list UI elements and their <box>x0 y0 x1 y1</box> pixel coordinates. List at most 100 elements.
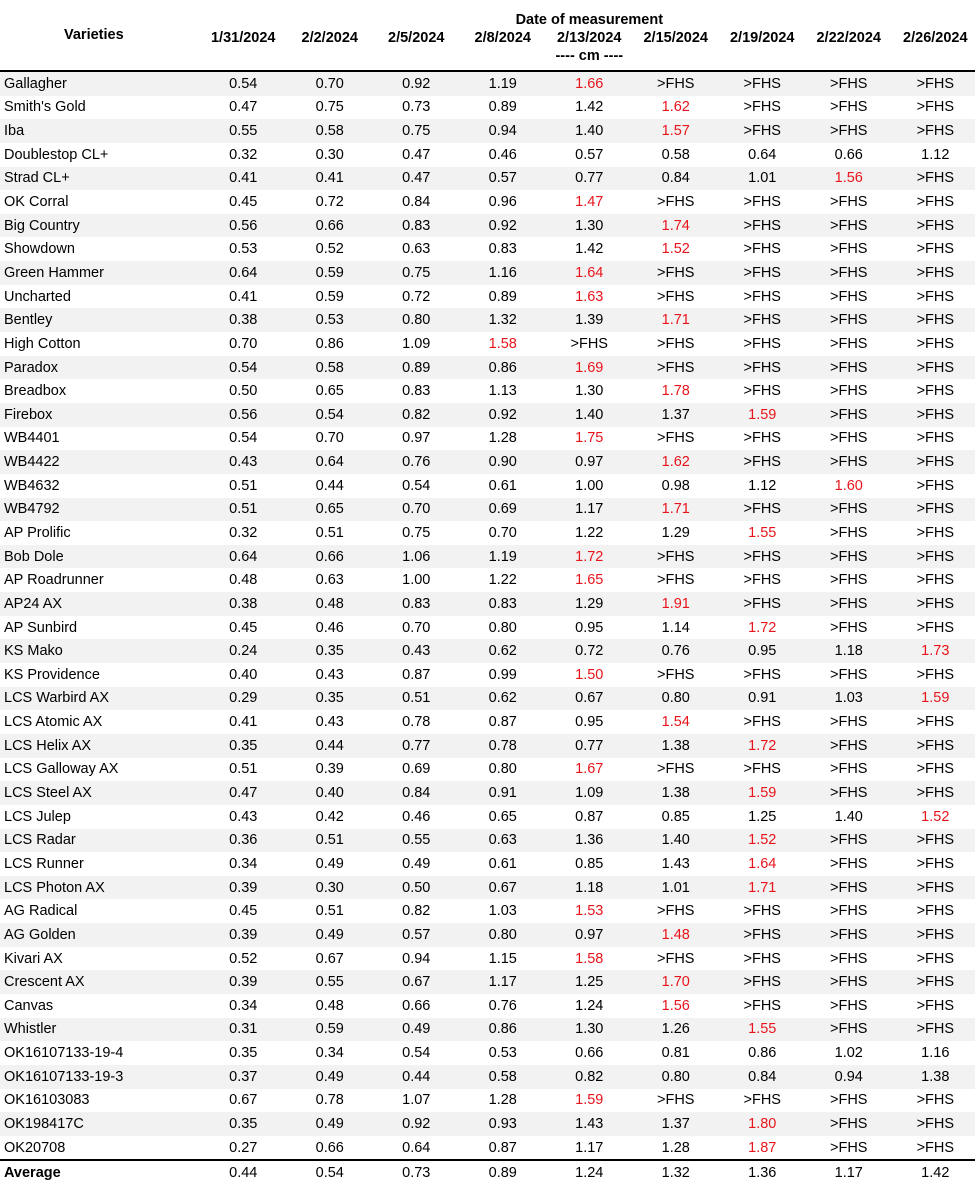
measurement-cell: 1.22 <box>546 521 633 545</box>
measurement-cell: 0.92 <box>373 71 460 96</box>
measurement-cell: >FHS <box>892 1112 975 1136</box>
measurement-cell: >FHS <box>892 119 975 143</box>
measurement-cell: >FHS <box>805 757 892 782</box>
measurement-cell: 1.71 <box>719 875 806 900</box>
measurement-cell: 0.66 <box>286 1135 373 1161</box>
measurement-cell: 0.70 <box>373 497 460 522</box>
measurement-cell: 0.70 <box>286 71 373 96</box>
measurement-cell: >FHS <box>719 568 806 593</box>
measurement-cell: >FHS <box>719 970 806 994</box>
measurement-cell: 0.65 <box>286 497 373 522</box>
measurement-cell: 0.63 <box>459 828 546 853</box>
variety-name: OK198417C <box>0 1112 200 1136</box>
measurement-cell: 0.92 <box>459 213 546 238</box>
measurement-cell: 1.65 <box>546 568 633 593</box>
variety-name: LCS Radar <box>0 828 200 853</box>
measurement-cell: 0.89 <box>373 355 460 380</box>
measurement-cell: 1.18 <box>805 639 892 664</box>
measurement-cell: 0.70 <box>373 615 460 640</box>
table-row: LCS Galloway AX 0.51 0.39 0.69 0.80 1.67 >FHS >… <box>0 757 975 782</box>
measurement-cell: 0.57 <box>373 923 460 947</box>
measurement-cell: >FHS <box>892 284 975 309</box>
measurement-cell: >FHS <box>719 71 806 96</box>
measurement-cell: 0.64 <box>200 544 287 569</box>
measurement-cell: 1.29 <box>546 592 633 616</box>
measurement-cell: 0.83 <box>459 237 546 262</box>
average-cell: 1.36 <box>719 1159 806 1186</box>
measurement-cell: 1.01 <box>719 166 806 191</box>
measurement-cell: 0.48 <box>286 592 373 616</box>
table-row: Strad CL+ 0.41 0.41 0.47 0.57 0.77 0.84 1.01 1.5… <box>0 166 975 191</box>
table-row: LCS Radar 0.36 0.51 0.55 0.63 1.36 1.40 1.52 >FH… <box>0 828 975 853</box>
measurement-cell: 0.83 <box>373 213 460 238</box>
measurement-cell: >FHS <box>805 875 892 900</box>
variety-name: AG Golden <box>0 923 200 947</box>
measurement-cell: 0.43 <box>286 710 373 734</box>
table-row: Bob Dole 0.64 0.66 1.06 1.19 1.72 >FHS >FHS >FHS… <box>0 544 975 569</box>
measurement-cell: 1.00 <box>546 473 633 498</box>
measurement-cell: 0.89 <box>459 95 546 120</box>
measurement-cell: >FHS <box>632 355 719 380</box>
measurement-cell: >FHS <box>805 95 892 120</box>
variety-name: Smith's Gold <box>0 95 200 120</box>
measurement-cell: 1.52 <box>719 828 806 853</box>
measurement-cell: 1.42 <box>546 95 633 120</box>
measurement-cell: >FHS <box>892 852 975 876</box>
measurement-cell: 0.85 <box>546 852 633 876</box>
measurement-cell: 0.36 <box>200 828 287 853</box>
measurement-cell: >FHS <box>892 592 975 616</box>
measurement-cell: 1.55 <box>719 1017 806 1042</box>
measurement-cell: 0.91 <box>719 686 806 711</box>
measurement-cell: 0.80 <box>632 686 719 711</box>
measurement-cell: 0.45 <box>200 190 287 214</box>
measurement-cell: >FHS <box>719 544 806 569</box>
table-row: OK20708 0.27 0.66 0.64 0.87 1.17 1.28 1.87 >FHS >… <box>0 1135 975 1161</box>
measurement-cell: 1.12 <box>892 142 975 167</box>
measurement-cell: >FHS <box>719 993 806 1018</box>
measurement-cell: 0.67 <box>459 875 546 900</box>
measurement-cell: 0.39 <box>200 875 287 900</box>
measurement-cell: 0.34 <box>200 852 287 876</box>
measurement-cell: >FHS <box>805 710 892 734</box>
table-row: OK Corral 0.45 0.72 0.84 0.96 1.47 >FHS >FHS >FH… <box>0 190 975 214</box>
measurement-cell: 0.32 <box>200 521 287 545</box>
varieties-header: Varieties <box>0 0 200 72</box>
measurement-cell: 1.38 <box>632 781 719 805</box>
variety-name: KS Mako <box>0 639 200 664</box>
measurement-cell: 0.35 <box>200 733 287 758</box>
measurement-cell: 1.12 <box>719 473 806 498</box>
measurement-cell: 0.75 <box>373 521 460 545</box>
measurement-cell: 0.31 <box>200 1017 287 1042</box>
measurement-cell: >FHS <box>632 568 719 593</box>
table-row: LCS Atomic AX 0.41 0.43 0.78 0.87 0.95 1.54 >FH… <box>0 710 975 734</box>
measurement-cell: 0.34 <box>200 993 287 1018</box>
measurement-cell: 0.75 <box>373 261 460 285</box>
table-row: WB4792 0.51 0.65 0.70 0.69 1.17 1.71 >FHS >FHS >F… <box>0 497 975 522</box>
measurement-cell: >FHS <box>892 237 975 262</box>
measurement-cell: 0.87 <box>459 710 546 734</box>
measurement-cell: 1.62 <box>632 450 719 474</box>
measurement-cell: >FHS <box>805 899 892 924</box>
measurement-cell: 0.41 <box>200 284 287 309</box>
table-row: AP Sunbird 0.45 0.46 0.70 0.80 0.95 1.14 1.72 >F… <box>0 615 975 640</box>
measurement-cell: 0.64 <box>200 261 287 285</box>
measurement-cell: 1.57 <box>632 119 719 143</box>
measurement-cell: 0.49 <box>286 1112 373 1136</box>
measurement-cell: 1.52 <box>892 804 975 829</box>
measurement-cell: 0.58 <box>286 119 373 143</box>
measurement-cell: 0.50 <box>200 379 287 403</box>
measurement-cell: 1.43 <box>546 1112 633 1136</box>
variety-name: Whistler <box>0 1017 200 1042</box>
measurement-cell: 0.69 <box>373 757 460 782</box>
table-row: Firebox 0.56 0.54 0.82 0.92 1.40 1.37 1.59 >FHS >… <box>0 402 975 427</box>
measurement-cell: 0.62 <box>459 686 546 711</box>
measurement-cell: 0.77 <box>546 166 633 191</box>
table-row: AP Prolific 0.32 0.51 0.75 0.70 1.22 1.29 1.55 >… <box>0 521 975 545</box>
measurement-cell: 1.17 <box>546 497 633 522</box>
measurement-cell: >FHS <box>805 426 892 451</box>
measurement-cell: 1.22 <box>459 568 546 593</box>
variety-name: Canvas <box>0 993 200 1018</box>
measurement-cell: 0.41 <box>286 166 373 191</box>
table-row: LCS Julep 0.43 0.42 0.46 0.65 0.87 0.85 1.25 1.4… <box>0 804 975 829</box>
